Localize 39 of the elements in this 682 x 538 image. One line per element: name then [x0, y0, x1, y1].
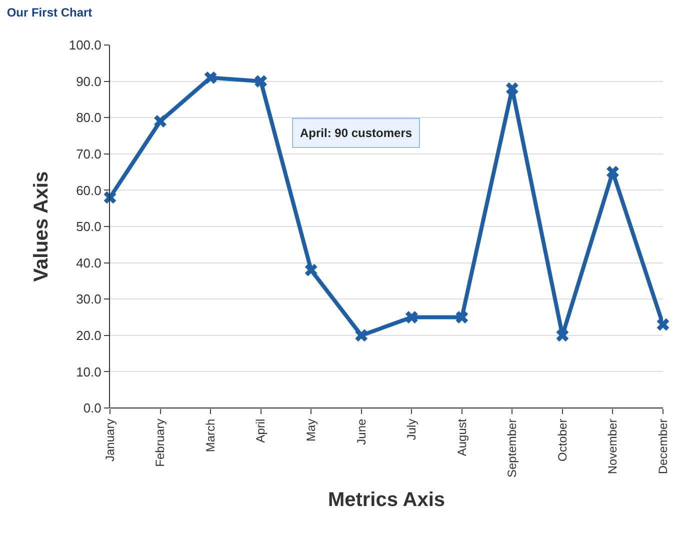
x-tick-label: January: [102, 418, 117, 462]
point: [304, 264, 318, 276]
y-tick-label: 90.0: [76, 74, 102, 89]
x-tick-label: February: [153, 418, 168, 467]
y-tick-label: 50.0: [76, 219, 102, 234]
point: [506, 82, 518, 95]
y-tick-label: 60.0: [76, 182, 102, 198]
x-tick-label: November: [606, 418, 620, 474]
y-tick-label: 100.0: [68, 38, 102, 53]
x-tick-label: October: [555, 418, 570, 462]
y-tick-label: 30.0: [76, 292, 102, 307]
point: [456, 311, 468, 324]
x-tick-label: July: [404, 418, 419, 440]
point: [606, 166, 619, 178]
chart-title: Our First Chart: [6, 5, 92, 20]
x-tick-label: March: [203, 418, 218, 452]
x-tick-label: December: [656, 418, 670, 474]
x-tick-label: May: [304, 418, 318, 442]
point: [355, 329, 368, 342]
y-tick-label: 40.0: [76, 255, 102, 270]
y-tick-label: 80.0: [76, 110, 102, 126]
y-tick-label: 70.0: [76, 146, 102, 162]
x-axis-title: Metrics Axis: [328, 489, 446, 512]
x-tick-label: September: [505, 418, 520, 478]
point: [656, 318, 670, 331]
point: [556, 329, 569, 342]
point: [154, 115, 166, 128]
point: [104, 191, 116, 204]
annotation: April: 90 customers: [300, 126, 412, 140]
point: [254, 75, 268, 88]
point: [204, 71, 217, 84]
y-tick-label: 0.0: [83, 400, 102, 416]
y-tick-label: 20.0: [76, 328, 102, 343]
y-tick-label: 10.0: [76, 364, 102, 380]
point: [405, 311, 418, 324]
x-tick-label: June: [354, 418, 368, 445]
y-axis-title: Values Axis: [30, 171, 52, 282]
x-tick-label: August: [454, 418, 469, 456]
x-tick-label: April: [254, 418, 268, 443]
